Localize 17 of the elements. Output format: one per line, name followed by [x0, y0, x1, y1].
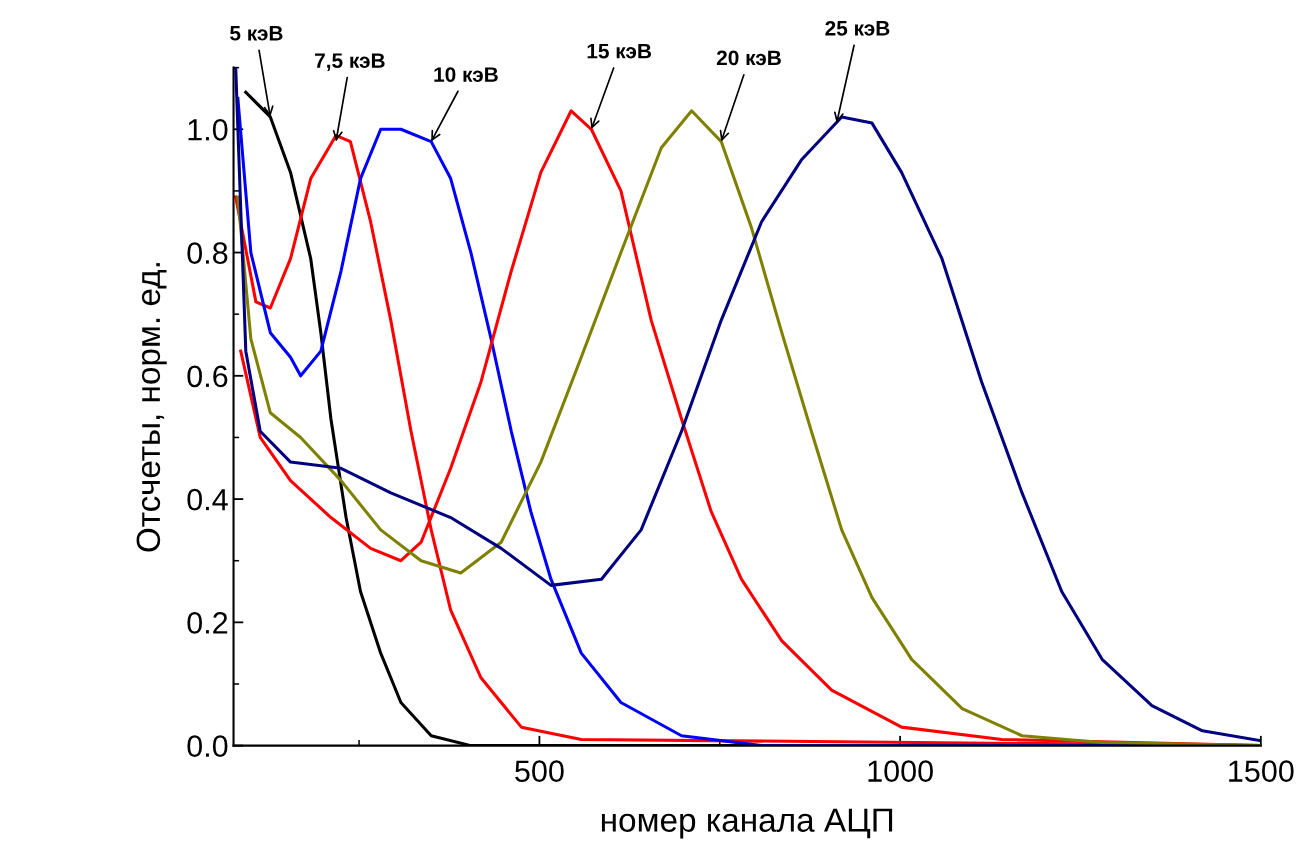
- y-tick-label: 0.6: [187, 365, 228, 388]
- annotation: 20 кэВ: [716, 50, 781, 66]
- annotation: 7,5 кэВ: [315, 53, 385, 72]
- annotation: 15 кэВ: [587, 43, 652, 59]
- annotation: 25 кэВ: [825, 20, 890, 36]
- annotation: 10 кэВ: [434, 67, 498, 82]
- y-tick-label: 0.0: [187, 735, 228, 757]
- y-axis-title: Отсчеты, норм. ед.: [136, 263, 167, 552]
- x-tick-label: 1500: [1229, 760, 1294, 782]
- x-axis-title: номер канала АЦП: [601, 808, 893, 839]
- x-tick-label: 500: [515, 760, 564, 782]
- y-tick-label: 0.4: [187, 488, 228, 511]
- y-tick-label: 0.2: [187, 612, 228, 634]
- y-tick-label: 0.8: [187, 242, 228, 264]
- y-tick-label: 1.0: [188, 119, 228, 141]
- x-tick-label: 1000: [868, 760, 933, 782]
- annotation: 5 кэВ: [230, 26, 283, 41]
